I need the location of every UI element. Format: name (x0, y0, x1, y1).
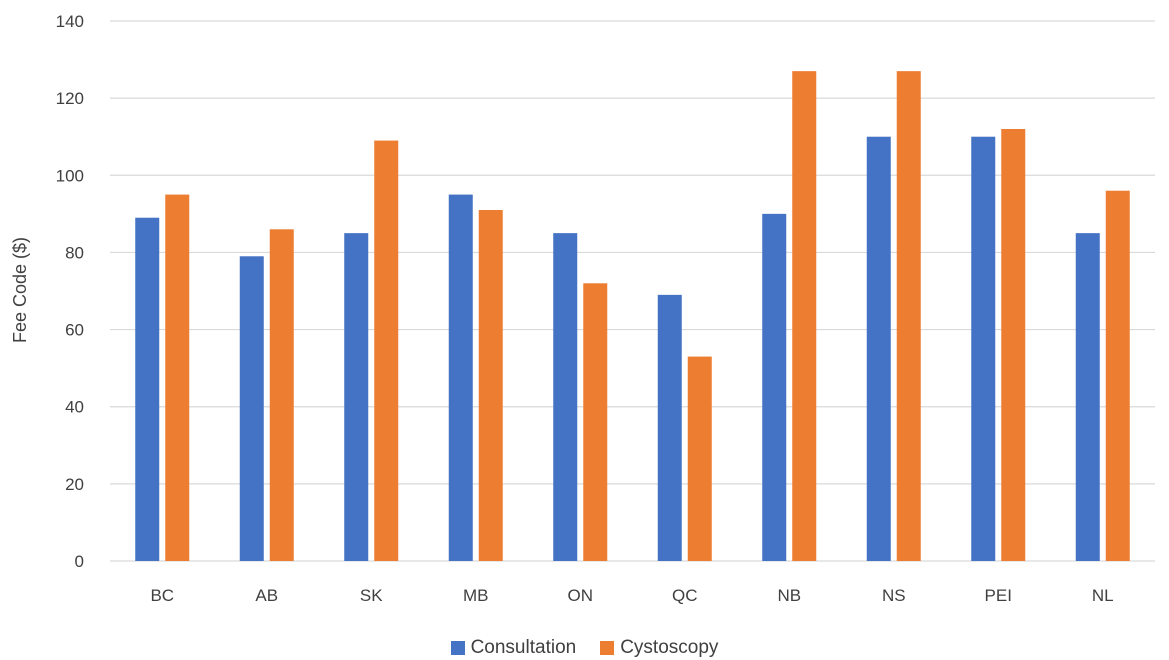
x-tick-label: ON (568, 586, 594, 605)
bar-consultation-ns (866, 136, 891, 561)
y-tick-label: 40 (65, 398, 84, 417)
bar-cystoscopy-qc (687, 356, 712, 561)
y-tick-label: 80 (65, 243, 84, 262)
x-tick-label: BC (150, 586, 174, 605)
bar-cystoscopy-pei (1001, 129, 1026, 561)
legend: Consultation Cystoscopy (0, 636, 1169, 660)
x-tick-label: NB (777, 586, 801, 605)
bar-cystoscopy-sk (374, 140, 399, 562)
y-tick-label: 0 (75, 552, 84, 571)
legend-item-cystoscopy: Cystoscopy (600, 637, 718, 659)
legend-item-consultation: Consultation (450, 637, 577, 659)
x-tick-label: NS (882, 586, 906, 605)
y-tick-label: 120 (56, 89, 84, 108)
bar-cystoscopy-ab (269, 229, 294, 562)
bar-cystoscopy-nl (1105, 190, 1130, 561)
y-axis-label: Fee Code ($) (10, 237, 30, 343)
bar-cystoscopy-on (583, 283, 608, 561)
bar-cystoscopy-bc (165, 194, 190, 562)
bar-consultation-ab (239, 256, 264, 561)
legend-swatch-cystoscopy (600, 641, 615, 655)
y-tick-label: 20 (65, 475, 84, 494)
y-axis-ticks: 0 20 40 60 80 100 120 140 (56, 12, 84, 571)
y-tick-label: 60 (65, 321, 84, 340)
x-tick-label: NL (1092, 586, 1114, 605)
bar-cystoscopy-mb (478, 210, 503, 561)
legend-label-cystoscopy: Cystoscopy (620, 637, 719, 658)
x-tick-label: QC (672, 586, 698, 605)
x-tick-label: MB (463, 586, 489, 605)
y-tick-label: 100 (56, 166, 84, 185)
bar-consultation-nb (762, 213, 787, 561)
legend-swatch-consultation (450, 641, 465, 655)
bar-consultation-mb (448, 194, 473, 562)
x-tick-label: SK (360, 586, 383, 605)
bar-consultation-bc (135, 217, 160, 561)
bar-consultation-qc (657, 294, 682, 561)
x-tick-label: AB (255, 586, 278, 605)
bar-cystoscopy-nb (792, 71, 817, 562)
bar-cystoscopy-ns (896, 71, 921, 562)
bar-consultation-sk (344, 233, 369, 561)
legend-label-consultation: Consultation (470, 637, 577, 658)
x-axis-ticks: BC AB SK MB ON QC NB NS PEI NL (150, 586, 1113, 605)
x-tick-label: PEI (985, 586, 1012, 605)
gridlines (110, 20, 1155, 562)
bar-consultation-pei (971, 136, 996, 561)
bar-consultation-nl (1075, 233, 1100, 561)
bar-consultation-on (553, 233, 578, 561)
bar-chart: 0 20 40 60 80 100 120 140 BC AB SK MB ON QC NB NS PEI NL… (10, 12, 1155, 605)
bars (135, 71, 1130, 562)
y-tick-label: 140 (56, 12, 84, 31)
